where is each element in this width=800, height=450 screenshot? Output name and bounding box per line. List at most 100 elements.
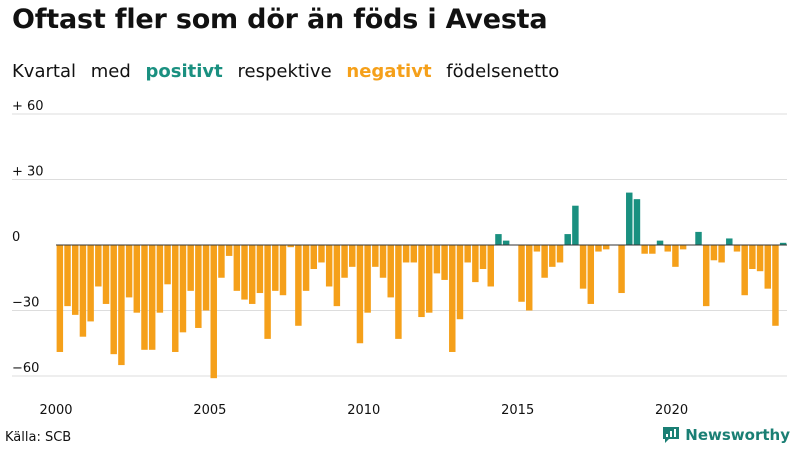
bar <box>418 245 425 318</box>
bar <box>633 199 641 245</box>
bar <box>179 245 187 333</box>
bar <box>541 245 548 278</box>
bar <box>495 234 502 245</box>
bar <box>433 245 441 274</box>
chart-title: Oftast fler som dör än föds i Avesta <box>12 4 548 35</box>
bar <box>210 245 217 379</box>
bar <box>756 245 764 272</box>
bar <box>441 245 448 280</box>
bar <box>626 192 633 245</box>
bar <box>64 245 71 307</box>
bar <box>525 245 533 311</box>
bar <box>410 245 418 263</box>
bar <box>479 245 487 270</box>
bar <box>341 245 348 278</box>
x-tick-label: 2000 <box>39 403 72 418</box>
subtitle-legend-positive: positivt <box>145 61 223 82</box>
bar <box>672 245 679 267</box>
bar <box>248 245 256 304</box>
bar <box>779 242 787 245</box>
bar <box>272 245 279 291</box>
bar <box>641 245 648 254</box>
bar <box>587 245 595 304</box>
bar <box>118 245 125 366</box>
bar <box>379 245 387 278</box>
subtitle-word-fodelsenetto: födelsenetto <box>446 61 560 82</box>
bar <box>95 245 102 287</box>
bar <box>187 245 194 291</box>
bar <box>156 245 164 313</box>
bar <box>164 245 171 285</box>
bar <box>656 240 664 245</box>
x-tick-label: 2020 <box>655 403 688 418</box>
bar <box>195 245 202 328</box>
bar <box>233 245 241 291</box>
bar <box>372 245 379 267</box>
bar <box>395 245 402 339</box>
bar <box>402 245 410 263</box>
y-tick-label: −30 <box>12 296 39 311</box>
bar <box>133 245 141 313</box>
bar <box>695 231 702 245</box>
bar <box>356 245 364 344</box>
bar <box>72 245 79 315</box>
bar <box>741 245 748 296</box>
bar <box>679 245 687 250</box>
bar <box>518 245 525 302</box>
bar <box>218 245 225 278</box>
bar <box>387 245 394 298</box>
bar <box>579 245 587 289</box>
bar <box>87 245 94 322</box>
bar <box>79 245 87 337</box>
y-tick-label: + 60 <box>12 99 44 114</box>
bar <box>302 245 310 291</box>
x-tick-label: 2005 <box>193 403 226 418</box>
bar <box>325 245 333 287</box>
bar <box>733 245 741 252</box>
bar <box>225 245 233 256</box>
bar <box>649 245 656 254</box>
x-tick-label: 2015 <box>501 403 534 418</box>
brand-logo: Newsworthy <box>662 426 790 444</box>
chart-subtitle: Kvartal med positivt respektive negativt… <box>12 61 568 82</box>
bar <box>102 245 110 304</box>
subtitle-word-kvartal: Kvartal <box>12 61 76 82</box>
bar <box>318 245 325 263</box>
bar <box>549 245 556 267</box>
bar <box>764 245 771 289</box>
bar <box>572 205 579 245</box>
subtitle-legend-negative: negativt <box>346 61 432 82</box>
bar <box>595 245 602 252</box>
bar <box>333 245 341 307</box>
source-note: Källa: SCB <box>5 430 72 445</box>
bar <box>110 245 117 355</box>
bar <box>202 245 210 311</box>
bar <box>702 245 710 307</box>
subtitle-word-med: med <box>90 61 131 82</box>
bar <box>664 245 671 252</box>
bar <box>487 245 494 287</box>
bar <box>456 245 464 320</box>
bar <box>749 245 756 270</box>
bar <box>449 245 456 352</box>
bar <box>564 234 571 245</box>
bar <box>618 245 625 294</box>
brand-name: Newsworthy <box>685 426 790 444</box>
bar <box>710 245 718 261</box>
bar <box>241 245 248 300</box>
subtitle-word-respektive: respektive <box>237 61 332 82</box>
y-tick-label: −60 <box>12 361 39 376</box>
bar <box>533 245 541 252</box>
y-tick-label: 0 <box>12 230 20 245</box>
x-tick-label: 2010 <box>347 403 380 418</box>
bar <box>602 245 610 250</box>
bar <box>264 245 271 339</box>
bar <box>364 245 371 313</box>
bar <box>425 245 433 313</box>
bar <box>472 245 479 283</box>
y-tick-label: + 30 <box>12 165 44 180</box>
bar <box>349 245 356 267</box>
bar <box>148 245 156 350</box>
bar <box>310 245 318 270</box>
